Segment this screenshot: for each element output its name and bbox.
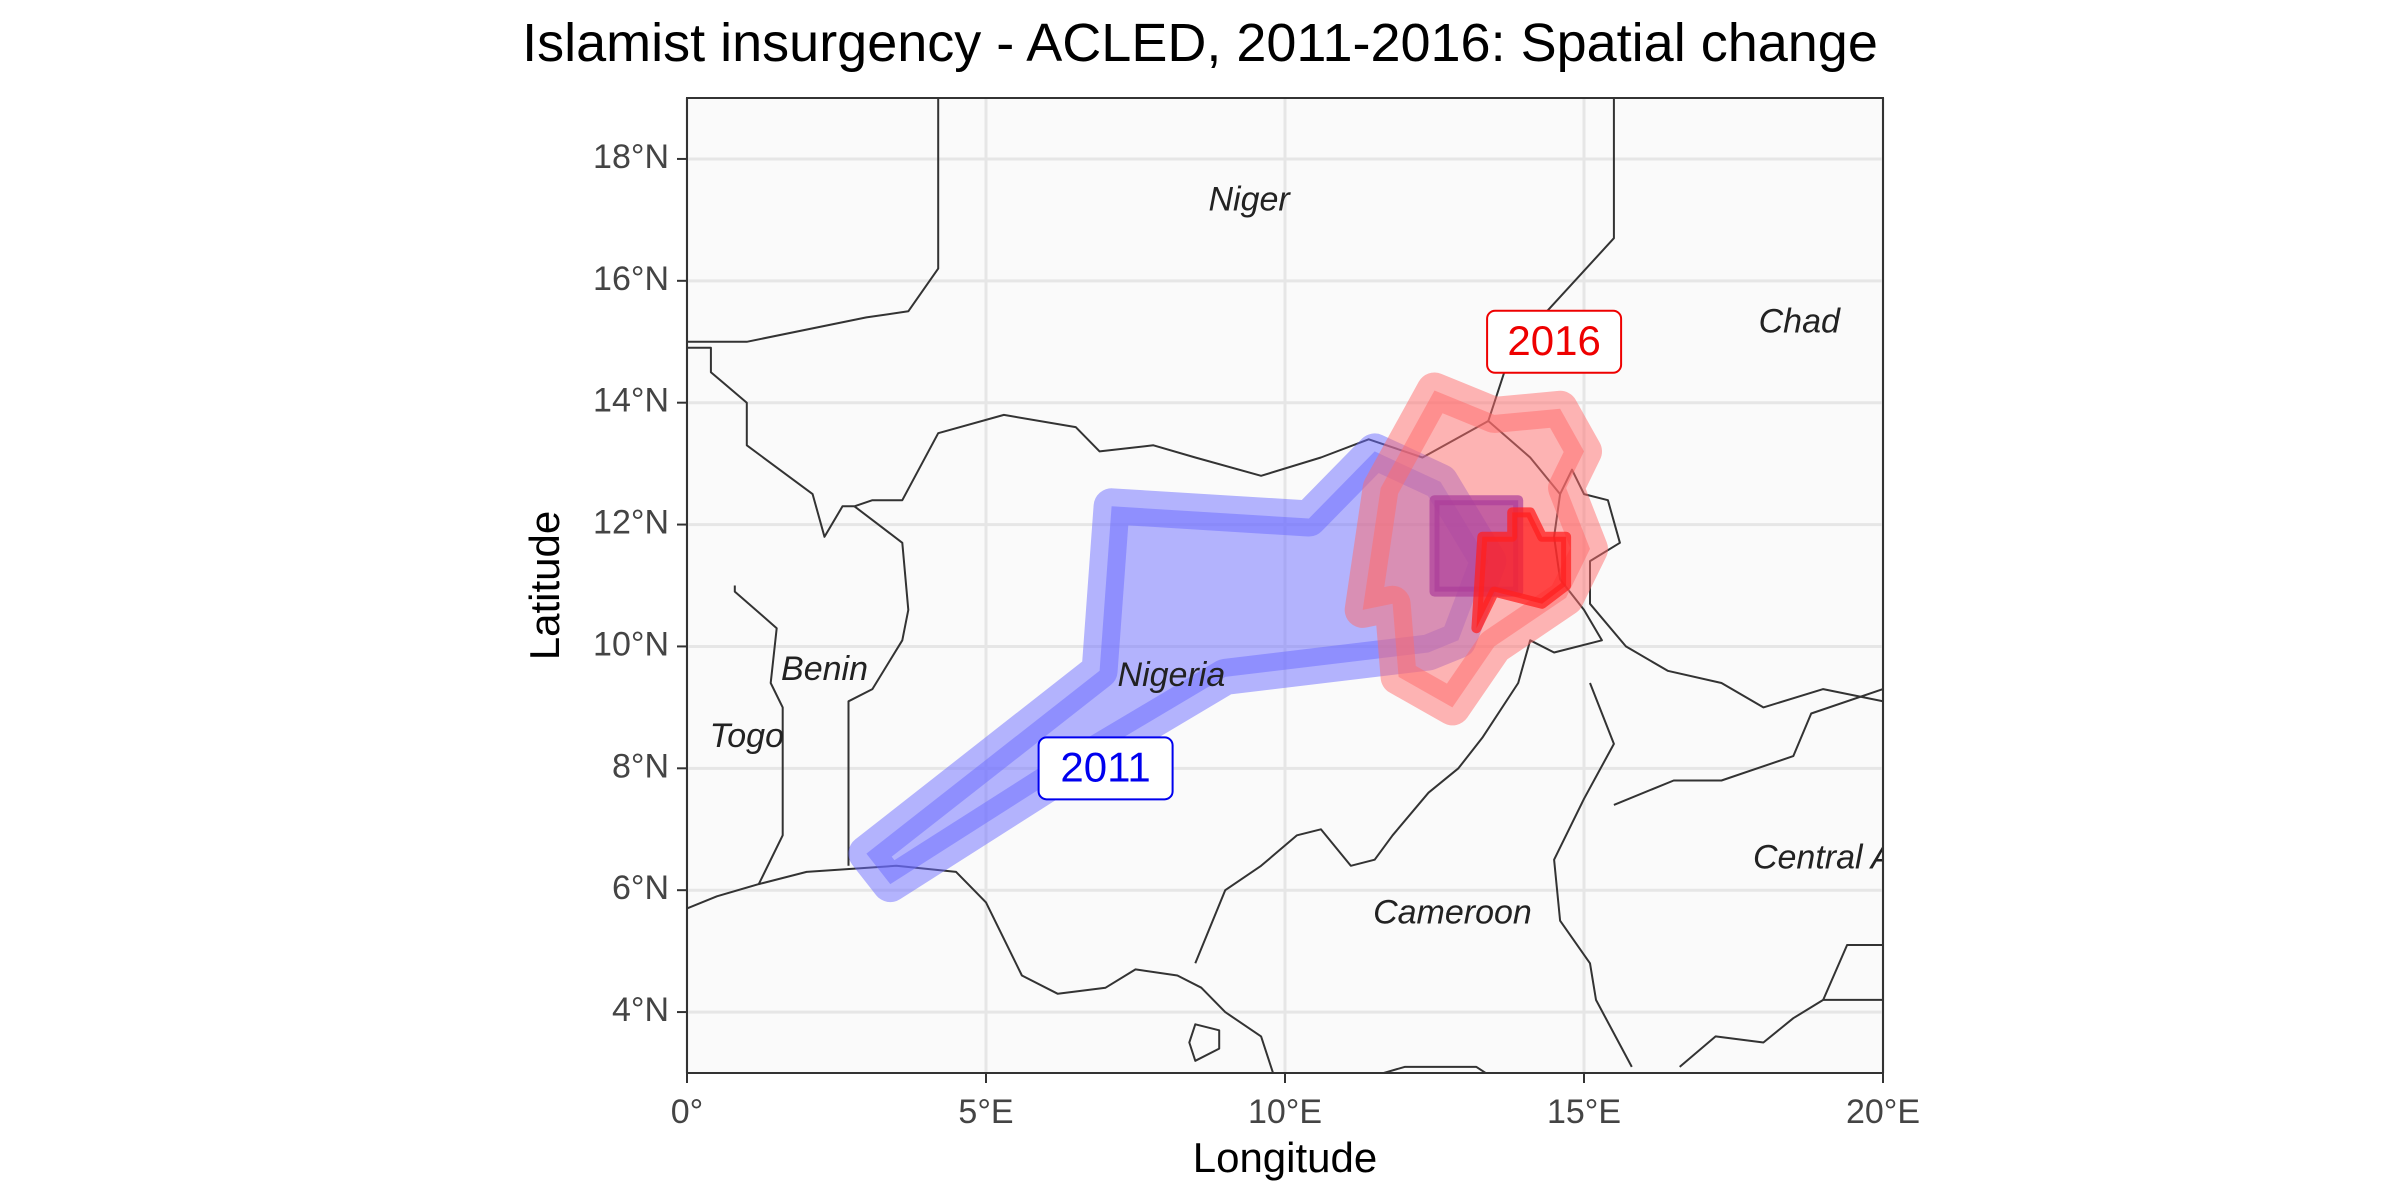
- x-tick-label: 0°: [671, 1093, 704, 1131]
- country-labels: Niger Chad Nigeria Benin Togo Cameroon Central…: [710, 181, 1893, 932]
- year-label-box: [1037, 736, 1174, 801]
- country-label: Cameroon: [1373, 894, 1532, 932]
- y-tick-label: 12°N: [593, 504, 669, 542]
- region-2016-core: [1471, 507, 1572, 634]
- country-border: [687, 864, 1275, 1073]
- y-tick-label: 18°N: [593, 138, 669, 176]
- insurgency-regions: [848, 372, 1608, 903]
- year-label-text: 2011: [1060, 743, 1150, 790]
- y-axis-title: Latitude: [521, 511, 568, 660]
- x-tick-label: 10°E: [1248, 1093, 1322, 1131]
- y-tick-label: 6°N: [612, 869, 669, 907]
- country-border: [687, 98, 940, 343]
- map-content: Niger Chad Nigeria Benin Togo Cameroon Central…: [687, 98, 1893, 1073]
- year-label-2011: 2011: [1037, 736, 1174, 801]
- country-label: Niger: [1208, 181, 1291, 219]
- year-label-2016: 2016: [1486, 309, 1623, 374]
- year-label-text: 2016: [1507, 317, 1600, 364]
- year-labels: 2011 2016: [1037, 309, 1623, 801]
- country-border: [1679, 998, 1883, 1068]
- country-label: Chad: [1759, 302, 1841, 340]
- x-axis-title: Longitude: [1193, 1134, 1378, 1181]
- country-border: [687, 346, 855, 538]
- chart-title: Islamist insurgency - ACLED, 2011-2016: …: [522, 13, 1878, 73]
- country-border: [1380, 1065, 1488, 1073]
- y-tick-label: 16°N: [593, 260, 669, 298]
- region-2016-hull: [1344, 372, 1608, 726]
- y-tick-label: 8°N: [612, 747, 669, 785]
- country-label: Central A: [1753, 839, 1893, 877]
- y-tick-label: 14°N: [593, 382, 669, 420]
- y-tick-label: 10°N: [593, 625, 669, 663]
- y-tick-label: 4°N: [612, 991, 669, 1029]
- country-border: [1553, 682, 1633, 1068]
- country-border: [847, 505, 910, 866]
- country-border: [1613, 688, 1883, 806]
- country-label: Nigeria: [1118, 656, 1226, 694]
- axes: 0° 5°E 10°E 15°E 20°E 4°N 6°N 8°N 10°N 12°N 14°N 16…: [593, 138, 1920, 1131]
- country-label: Benin: [781, 650, 868, 688]
- year-label-box: [1486, 309, 1623, 374]
- country-border: [733, 585, 784, 885]
- country-border: [1822, 944, 1883, 1001]
- country-label: Togo: [710, 717, 784, 755]
- island-outline: [1188, 1023, 1221, 1062]
- x-tick-label: 20°E: [1846, 1093, 1920, 1131]
- x-tick-label: 5°E: [958, 1093, 1013, 1131]
- x-tick-label: 15°E: [1547, 1093, 1621, 1131]
